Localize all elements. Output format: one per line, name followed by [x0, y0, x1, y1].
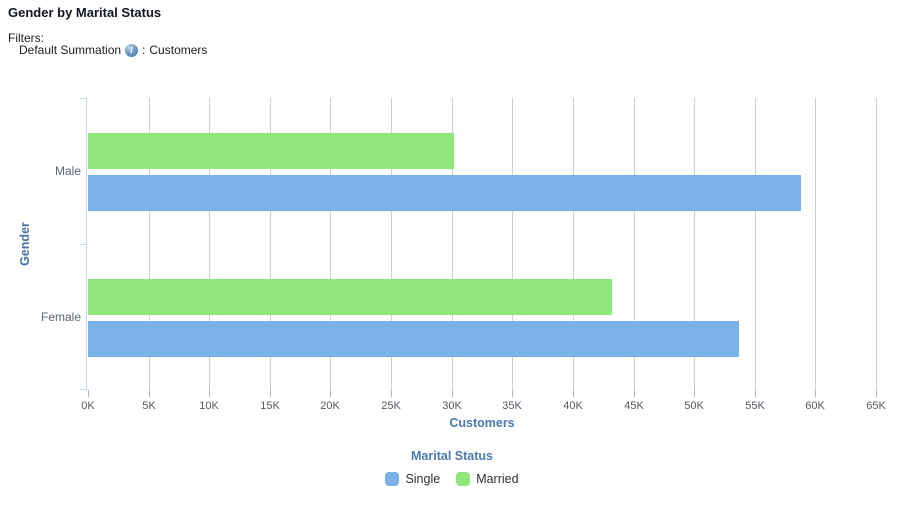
x-axis-tick [88, 390, 89, 397]
x-tick-label: 35K [502, 400, 522, 412]
bar-single-male[interactable] [88, 175, 801, 211]
x-axis-tick [330, 390, 331, 397]
category-label-female: Female [40, 310, 81, 324]
legend-swatch-married [456, 472, 471, 486]
x-axis-tick [270, 390, 271, 397]
x-tick-label: 20K [320, 400, 340, 412]
bar-married-male[interactable] [88, 133, 455, 169]
legend-item-single[interactable]: Single [385, 472, 440, 486]
gridline [512, 98, 513, 390]
legend-swatch-single [385, 472, 400, 486]
gridline [876, 98, 877, 390]
bar-single-female[interactable] [88, 321, 739, 357]
x-tick-label: 30K [442, 400, 462, 412]
x-axis-tick [755, 390, 756, 397]
y-axis-tick [80, 98, 86, 99]
x-axis-tick [452, 390, 453, 397]
y-axis-title: Gender [18, 222, 32, 266]
y-axis-line [86, 98, 87, 390]
x-tick-label: 55K [745, 400, 765, 412]
filter-item: Default Summation i : Customers [19, 43, 207, 57]
x-tick-label: 5K [142, 400, 156, 412]
legend-label: Single [405, 472, 441, 486]
x-axis-tick [634, 390, 635, 397]
x-tick-label: 65K [866, 400, 886, 412]
chart-title: Gender by Marital Status [8, 5, 162, 20]
x-tick-label: 15K [260, 400, 280, 412]
gridline [149, 98, 150, 390]
legend-title: Marital Status [411, 449, 493, 463]
gridline [209, 98, 210, 390]
gridline [694, 98, 695, 390]
bar-married-female[interactable] [88, 279, 612, 315]
x-tick-label: 50K [684, 400, 704, 412]
filter-name: Default Summation [19, 43, 122, 57]
plot-area: 0K 5K 10K 15K 20K 25K 30K 35K 40K 45K 50K 55K 60K 65K [81, 98, 886, 412]
x-axis-tick [876, 390, 877, 397]
gridline [391, 98, 392, 390]
info-icon[interactable]: i [125, 43, 139, 57]
x-tick-label: 0K [81, 400, 95, 412]
x-axis-tick [512, 390, 513, 397]
y-axis-tick [80, 389, 86, 390]
x-tick-label: 60K [805, 400, 825, 412]
x-tick-label: 45K [624, 400, 644, 412]
legend-item-married[interactable]: Married [456, 472, 519, 486]
gridline [452, 98, 453, 390]
x-axis-tick [391, 390, 392, 397]
filter-value: Customers [149, 43, 208, 57]
filters-label: Filters: [8, 31, 44, 45]
legend-label: Married [476, 472, 519, 486]
gridline [330, 98, 331, 390]
x-axis-tick [209, 390, 210, 397]
legend-items: Single Married [0, 472, 904, 486]
gridline [755, 98, 756, 390]
x-tick-label: 25K [381, 400, 401, 412]
x-axis-tick [149, 390, 150, 397]
gridline [573, 98, 574, 390]
gridline [634, 98, 635, 390]
x-tick-label: 40K [563, 400, 583, 412]
x-axis-tick [694, 390, 695, 397]
x-axis-tick [815, 390, 816, 397]
x-axis-tick [573, 390, 574, 397]
x-axis-title: Customers [449, 416, 515, 430]
legend: Marital Status Single Married [0, 449, 904, 486]
y-axis-tick [80, 244, 86, 245]
gridline [270, 98, 271, 390]
filter-separator: : [142, 43, 146, 57]
gridline [815, 98, 816, 390]
category-label-male: Male [54, 164, 81, 178]
x-tick-label: 10K [199, 400, 219, 412]
